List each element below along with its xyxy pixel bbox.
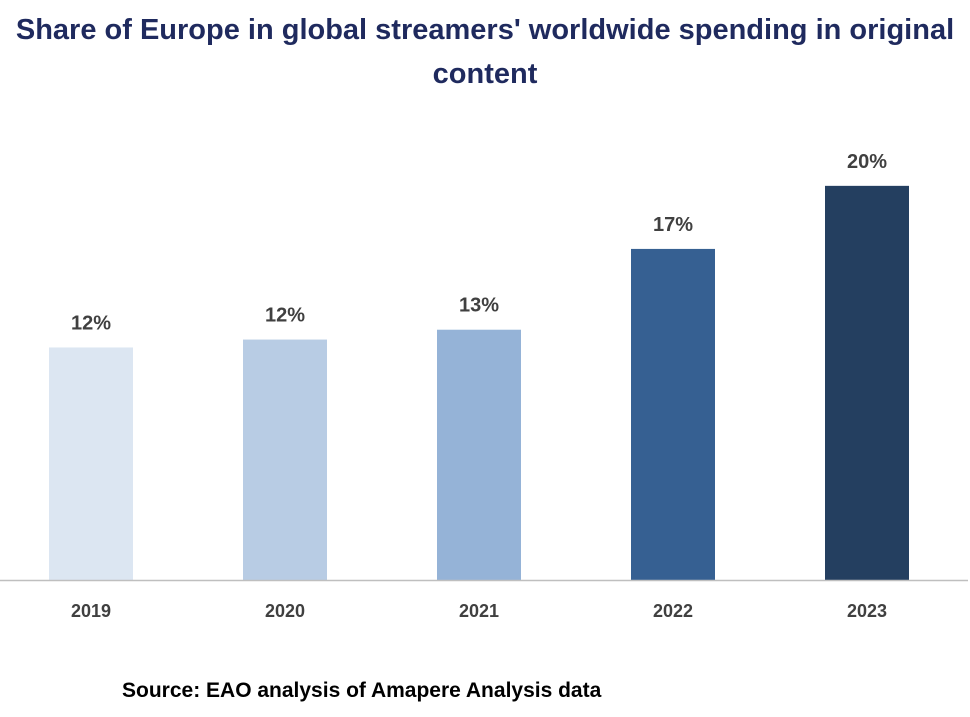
bar-2023 [825,185,909,581]
bar-2019 [49,347,133,580]
data-label-2021: 13% [459,295,499,317]
bar-2022 [631,248,715,581]
x-tick-label-2022: 2022 [653,601,693,621]
x-tick-label-2021: 2021 [459,601,499,621]
source-note: Source: EAO analysis of Amapere Analysis… [122,679,602,702]
x-tick-label-2023: 2023 [847,601,887,621]
bar-2020 [243,339,327,580]
data-label-2022: 17% [653,214,693,236]
chart-title: Share of Europe in global streamers' wor… [15,14,955,90]
data-label-2023: 20% [847,151,887,173]
x-tick-label-2020: 2020 [265,601,305,621]
bar-2021 [437,329,521,580]
data-label-2020: 12% [265,305,305,327]
x-tick-label-2019: 2019 [71,601,111,621]
data-label-2019: 12% [71,312,111,334]
